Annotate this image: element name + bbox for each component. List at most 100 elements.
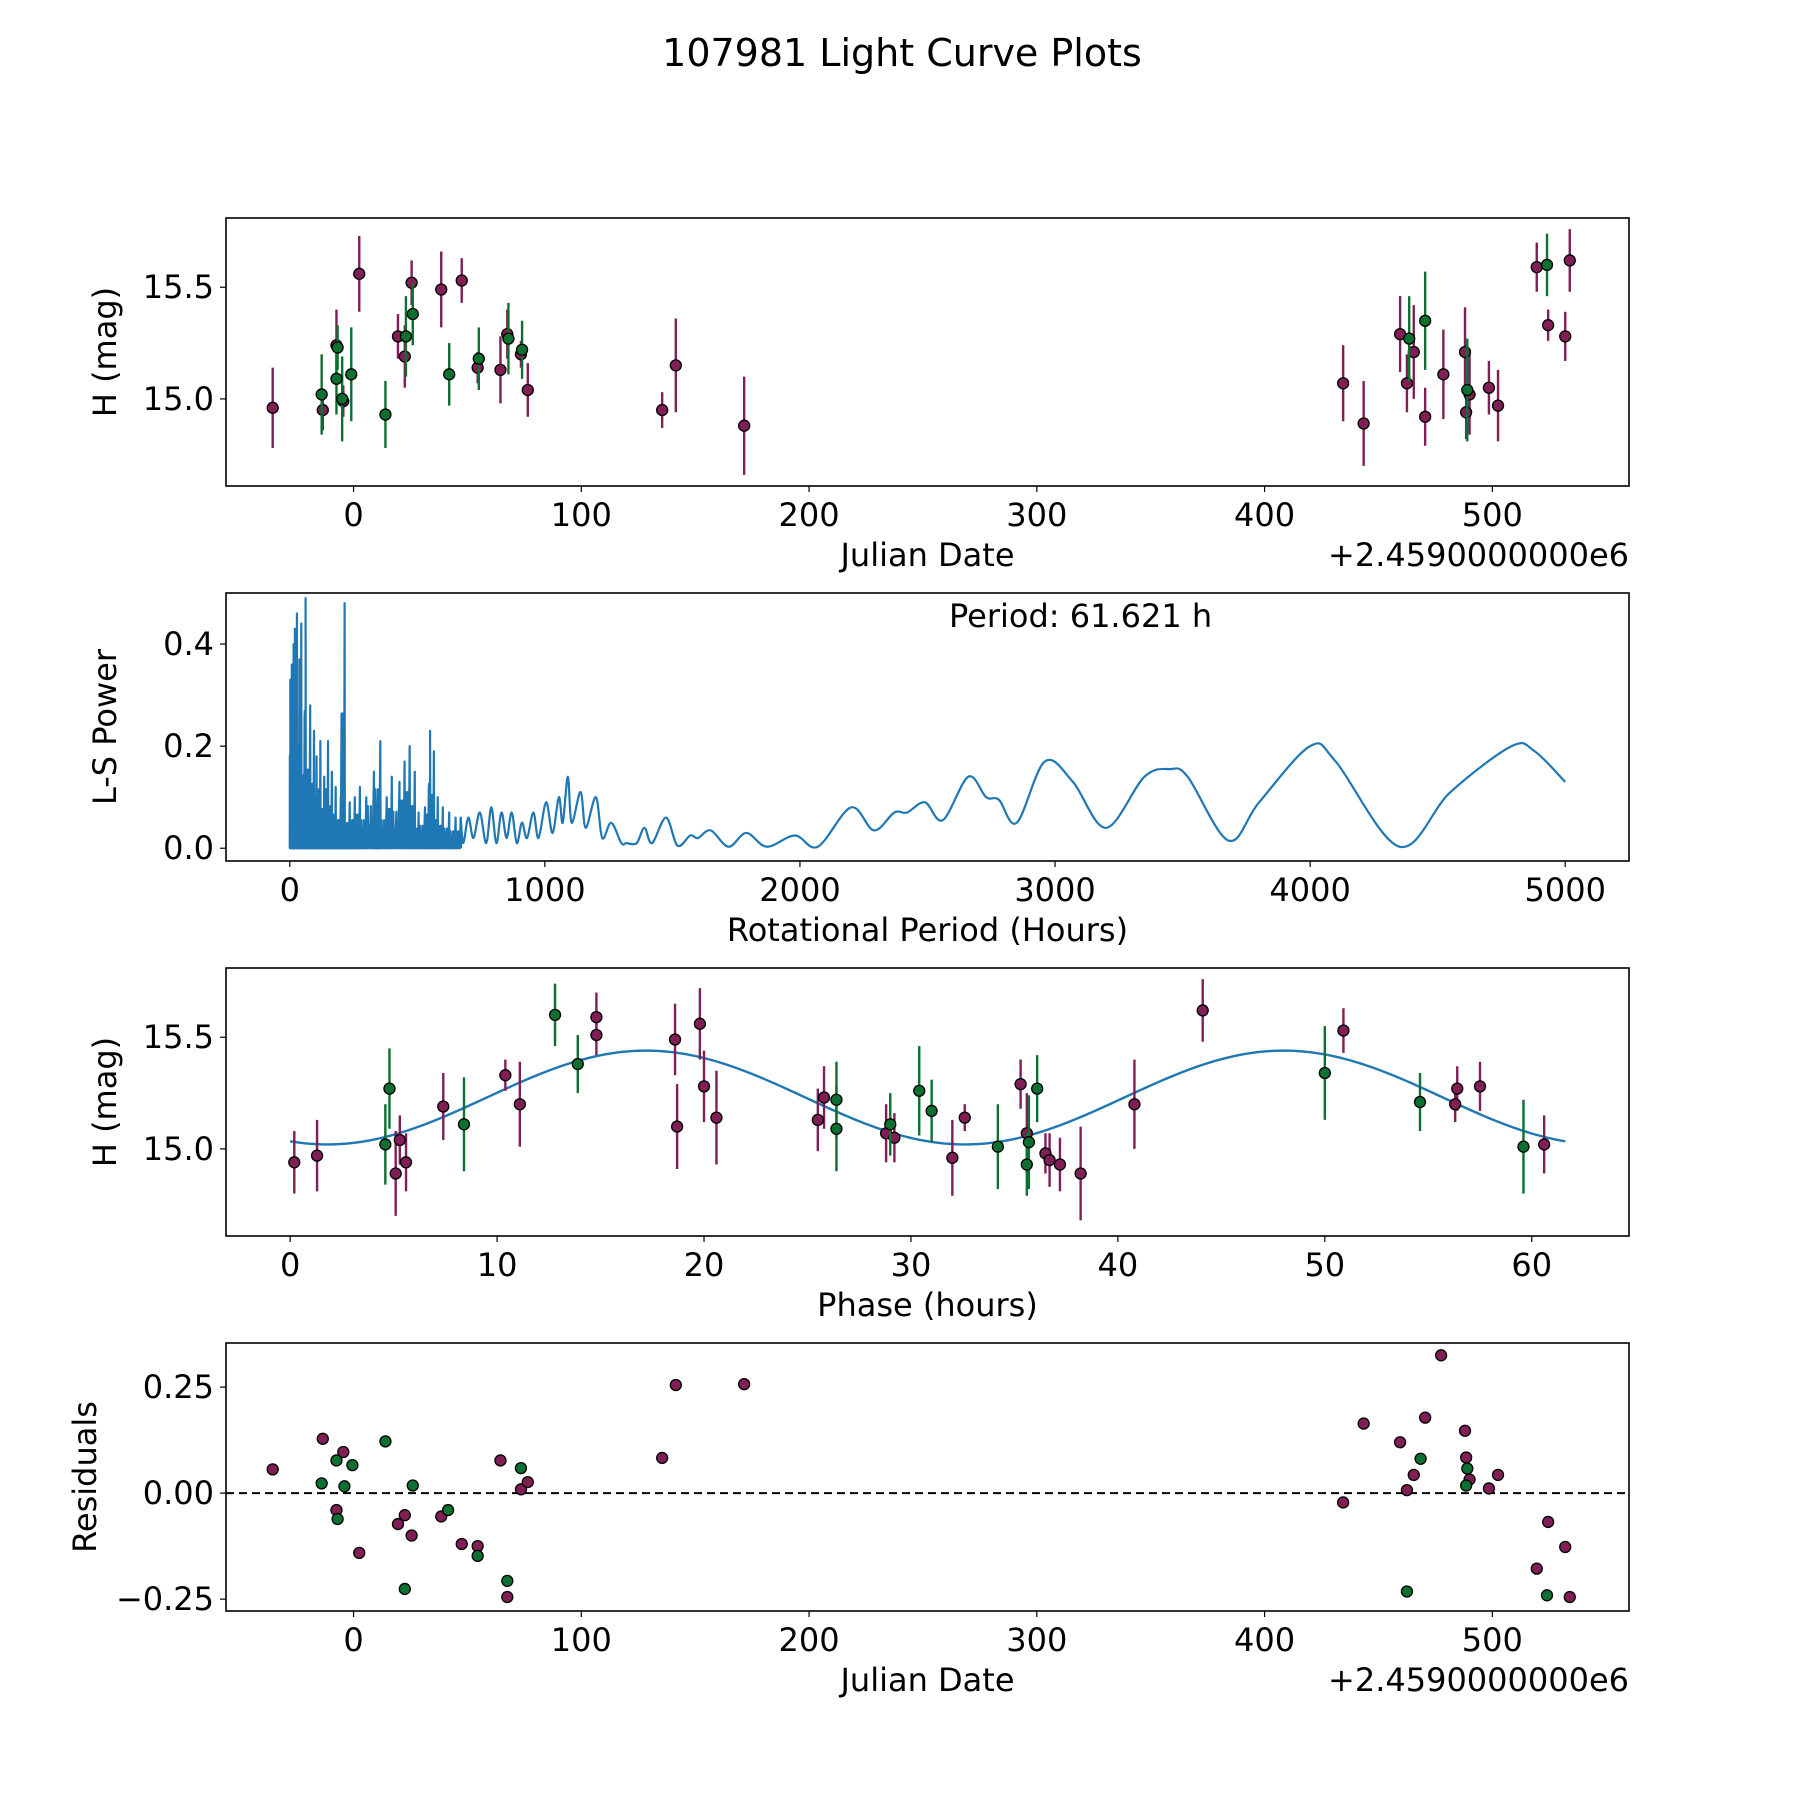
data-point	[697, 1080, 711, 1093]
data-point	[393, 1133, 406, 1147]
data-point	[379, 1138, 392, 1151]
data-point	[1473, 1080, 1487, 1093]
x-axis-label: Julian Date	[838, 1661, 1014, 1699]
data-point	[353, 1546, 366, 1560]
data-point	[379, 408, 392, 421]
x-tick-label: 10	[477, 1246, 518, 1284]
x-axis-label: Rotational Period (Hours)	[727, 911, 1128, 949]
x-tick-label: 0	[280, 871, 300, 909]
series-magenta	[266, 1349, 1576, 1604]
data-point	[656, 403, 669, 417]
x-tick-label: 100	[551, 1621, 612, 1659]
data-point	[1460, 1451, 1473, 1464]
data-point	[337, 1445, 350, 1459]
y-tick-label: 15.0	[143, 1130, 214, 1168]
data-point	[345, 368, 358, 381]
data-point	[1458, 1424, 1472, 1437]
y-tick-label: 0.0	[163, 829, 214, 867]
data-point	[884, 1118, 897, 1131]
data-point	[1540, 258, 1554, 272]
period-annotation: Period: 61.621 h	[949, 597, 1212, 635]
data-point	[1337, 377, 1350, 390]
data-point	[1541, 319, 1555, 332]
fit-curve	[289, 1049, 1566, 1146]
data-point	[1517, 1140, 1530, 1153]
data-point	[925, 1104, 938, 1118]
y-axis-label: H (mag)	[86, 287, 124, 417]
x-tick-label: 200	[779, 1621, 840, 1659]
data-point	[435, 283, 448, 296]
periodogram-line	[459, 742, 1567, 849]
data-point	[266, 401, 279, 414]
x-tick-label: 40	[1098, 1246, 1139, 1284]
data-point	[1563, 254, 1576, 267]
data-point	[656, 1451, 669, 1465]
data-point	[571, 1057, 584, 1071]
data-point	[1559, 1540, 1572, 1554]
data-point	[1419, 1411, 1432, 1424]
x-tick-label: 20	[684, 1246, 725, 1284]
axes-frame	[225, 592, 1630, 862]
data-point	[315, 1477, 328, 1490]
data-point	[1053, 1158, 1067, 1171]
data-point	[315, 388, 328, 401]
y-tick-label: 15.5	[143, 268, 214, 306]
data-point	[888, 1131, 901, 1144]
data-point	[1449, 1098, 1462, 1111]
axes-frame	[225, 967, 1630, 1237]
x-tick-label: 300	[1006, 1621, 1067, 1659]
data-point	[513, 1098, 526, 1111]
data-point	[398, 1509, 411, 1522]
data-point	[1400, 377, 1414, 390]
data-point	[405, 1529, 418, 1542]
data-point	[669, 359, 682, 372]
y-axis-label: L-S Power	[86, 648, 124, 805]
data-point	[1419, 410, 1432, 423]
data-point	[670, 1120, 684, 1133]
data-point	[830, 1093, 843, 1106]
data-point	[266, 1463, 279, 1476]
x-tick-label: 3000	[1014, 871, 1095, 909]
data-point	[817, 1091, 831, 1104]
data-point	[406, 1479, 419, 1492]
data-point	[443, 368, 456, 381]
data-point	[399, 1156, 413, 1169]
data-point	[501, 1590, 514, 1604]
data-point	[399, 330, 413, 343]
x-tick-label: 5000	[1525, 871, 1606, 909]
data-point	[515, 343, 529, 356]
series-green	[315, 1435, 1554, 1602]
data-point	[1337, 1024, 1350, 1037]
data-point	[1128, 1098, 1141, 1111]
data-point	[1458, 345, 1472, 359]
data-point	[338, 1480, 351, 1493]
data-point	[710, 1111, 723, 1124]
y-axis-label: Residuals	[66, 1401, 104, 1553]
data-point	[441, 1503, 455, 1517]
plot-area	[266, 229, 1576, 475]
data-point	[521, 383, 534, 397]
data-point	[669, 1378, 682, 1392]
data-point	[521, 1475, 534, 1489]
x-tick-label: 0	[343, 496, 363, 534]
plot-area	[288, 597, 1567, 850]
periodogram-axes: 0 1000 2000 3000 4000 5000 0.0 0.2 0.4 Rotational…	[86, 592, 1630, 949]
data-point	[1540, 1589, 1554, 1602]
x-axis-label: Julian Date	[838, 536, 1014, 574]
x-tick-label: 4000	[1269, 871, 1350, 909]
data-point	[1357, 1417, 1370, 1430]
data-point	[502, 332, 515, 345]
data-point	[499, 1069, 512, 1082]
data-point	[548, 1008, 562, 1022]
data-point	[1031, 1082, 1044, 1095]
data-point	[336, 392, 349, 406]
x-tick-label: 0	[343, 1621, 363, 1659]
data-point	[1419, 314, 1432, 327]
residuals-axes: 0 100 200 300 400 500 −0.25 0.00 0.25 Julian Date…	[66, 1342, 1630, 1699]
data-point	[590, 1028, 603, 1042]
x-tick-label: 200	[779, 496, 840, 534]
data-point	[1400, 1483, 1414, 1497]
data-point	[398, 1582, 411, 1596]
plot-area	[289, 1049, 1566, 1146]
data-point	[353, 267, 366, 280]
